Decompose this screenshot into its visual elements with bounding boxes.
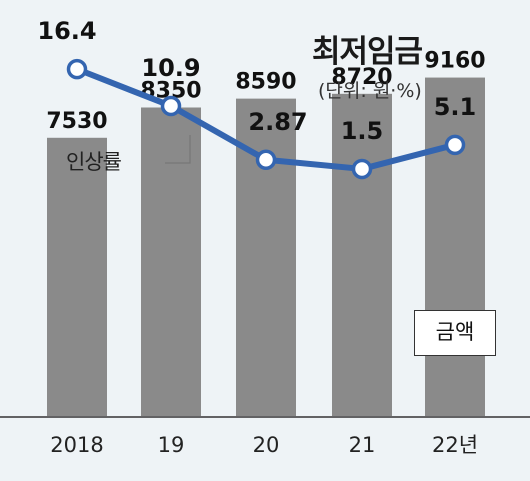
rate-value-label-1: 10.9 [141, 54, 200, 82]
bar-value-label-0: 7530 [46, 109, 107, 134]
bar-value-label-4: 9160 [424, 49, 485, 74]
rate-point-0 [66, 58, 88, 80]
bar-series-label: 금액 [414, 310, 496, 356]
category-label-4: 22년 [432, 433, 478, 457]
chart-title: 최저임금 [312, 34, 423, 70]
unit-note: (단위: 원·%) [318, 80, 422, 102]
line-series-label: 인상률 [66, 150, 122, 174]
rate-point-2 [255, 149, 277, 171]
category-label-2: 20 [253, 433, 280, 457]
bar-value-label-2: 8590 [235, 70, 296, 95]
rate-point-4 [444, 134, 466, 156]
rate-value-label-0: 16.4 [37, 17, 96, 45]
rate-point-3 [351, 158, 373, 180]
rate-value-label-2: 2.87 [248, 108, 307, 136]
category-label-3: 21 [349, 433, 376, 457]
bar-3 [332, 93, 392, 417]
series-label-leader [165, 135, 191, 164]
rate-point-1 [160, 95, 182, 117]
bar-1 [141, 107, 201, 416]
bar-4 [425, 77, 485, 416]
bar-0 [47, 137, 107, 416]
category-label-0: 2018 [50, 433, 103, 457]
rate-value-label-3: 1.5 [341, 117, 384, 145]
category-label-1: 19 [158, 433, 185, 457]
rate-value-label-4: 5.1 [434, 93, 477, 121]
bar-value-label-3: 8720 [331, 65, 392, 90]
